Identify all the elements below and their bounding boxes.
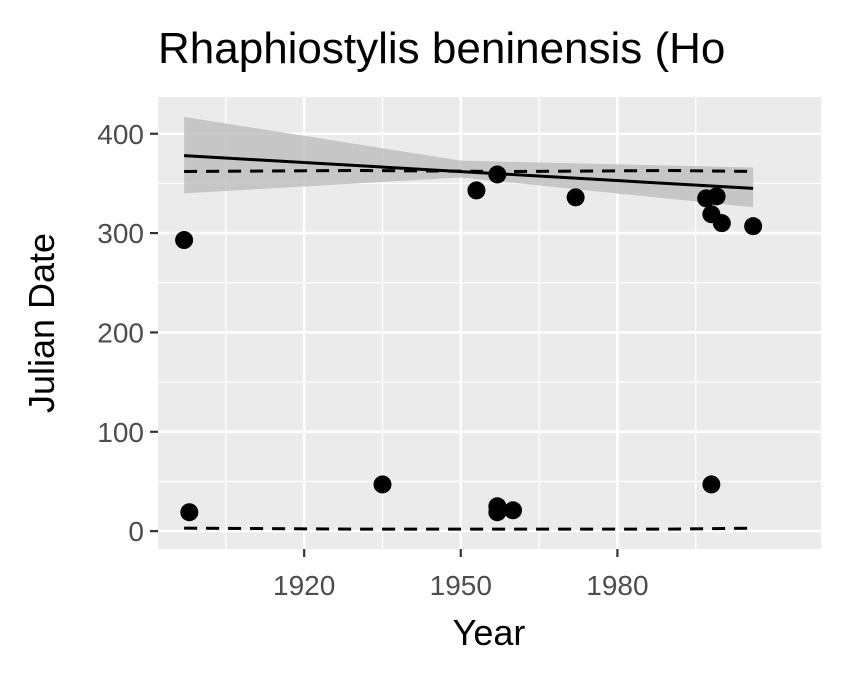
data-point xyxy=(712,214,731,233)
chart-title: Rhaphiostylis beninensis (Ho xyxy=(158,24,725,73)
data-point xyxy=(488,503,507,522)
y-tick-label: 300 xyxy=(97,218,144,249)
y-tick-label: 400 xyxy=(97,119,144,150)
data-point xyxy=(180,503,199,522)
y-tick-label: 200 xyxy=(97,317,144,348)
y-axis-title: Julian Date xyxy=(21,233,62,413)
data-point xyxy=(488,165,507,184)
dashed-line-1 xyxy=(184,169,754,174)
trend-line xyxy=(184,154,754,190)
confidence-band xyxy=(184,116,754,208)
data-point xyxy=(707,187,726,206)
x-tick-label: 1980 xyxy=(586,570,648,601)
dashed-line-2 xyxy=(184,526,754,531)
y-tick-label: 100 xyxy=(97,417,144,448)
x-tick-label: 1950 xyxy=(430,570,492,601)
data-point xyxy=(744,217,763,236)
x-tick-label: 1920 xyxy=(273,570,335,601)
data-point xyxy=(467,181,486,200)
y-tick-label: 0 xyxy=(128,516,144,547)
data-point xyxy=(702,475,721,494)
data-point xyxy=(566,188,585,207)
data-point xyxy=(373,475,392,494)
data-point xyxy=(503,501,522,520)
x-axis-title: Year xyxy=(453,612,526,653)
data-point xyxy=(175,231,194,250)
